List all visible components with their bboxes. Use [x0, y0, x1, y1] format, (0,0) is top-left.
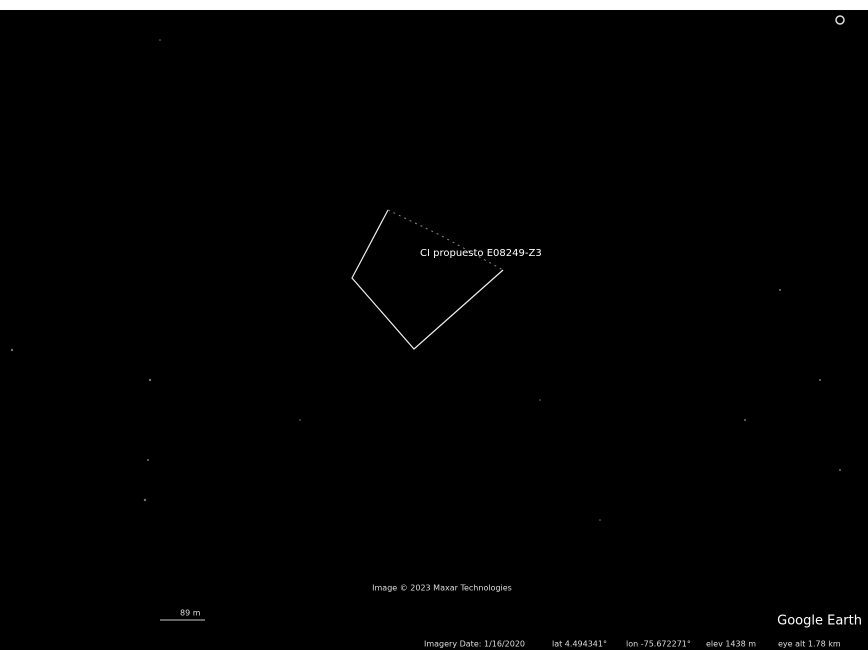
map-view: CI propuesto E08249-Z3 Image © 2023 Maxa… — [0, 0, 868, 650]
page: {"placemark": {"label": "CI propuesto E0… — [0, 0, 868, 650]
imagery-date: Imagery Date: 1/16/2020 — [424, 640, 525, 649]
status-bar: Imagery Date: 1/16/2020 lat 4.494341° lo… — [424, 640, 841, 649]
elevation: elev 1438 m — [706, 640, 756, 649]
attribution: Image © 2023 Maxar Technologies — [372, 584, 512, 593]
satellite-imagery — [0, 10, 868, 650]
eye-altitude: eye alt 1.78 km — [778, 640, 841, 649]
latitude: lat 4.494341° — [552, 640, 607, 649]
longitude: lon -75.672271° — [626, 640, 691, 649]
top-border — [0, 0, 868, 10]
scale-label: 89 m — [180, 609, 201, 618]
placemark-label[interactable]: CI propuesto E08249-Z3 — [420, 248, 542, 259]
logo: Google Earth — [777, 614, 862, 629]
